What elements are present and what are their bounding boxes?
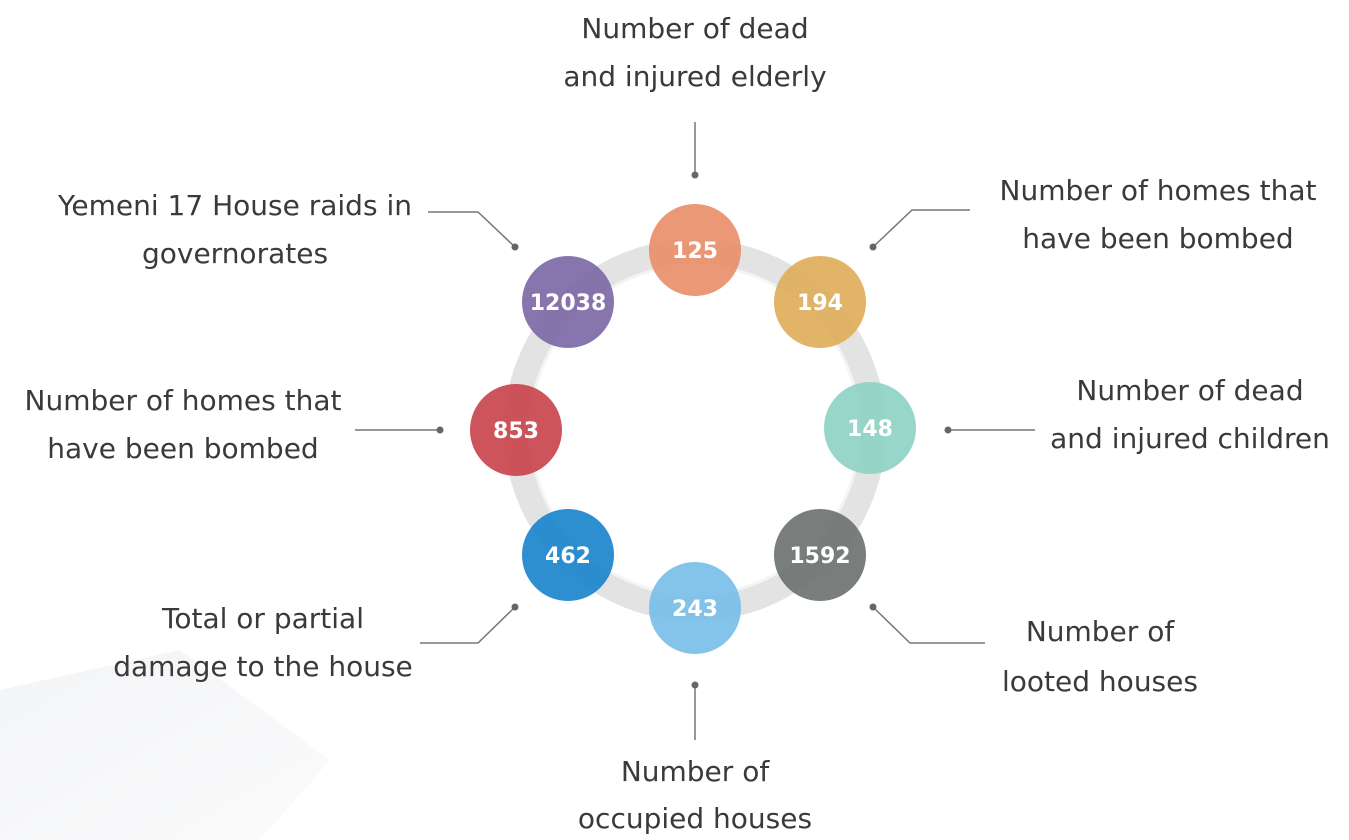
value-text: 194 bbox=[797, 291, 843, 316]
value-text: 462 bbox=[545, 544, 591, 569]
label-line: Number of bbox=[1026, 615, 1176, 648]
label-line: have been bombed bbox=[47, 432, 318, 465]
connector-dot bbox=[511, 243, 519, 251]
value-circle bbox=[470, 384, 562, 476]
value-circle bbox=[649, 204, 741, 296]
connector-dot bbox=[691, 681, 699, 689]
connector-dot bbox=[869, 603, 877, 611]
connector-dot bbox=[869, 243, 877, 251]
value-text: 243 bbox=[672, 597, 718, 622]
label-line: governorates bbox=[142, 237, 328, 270]
background-shape bbox=[0, 650, 330, 840]
label-line: and injured elderly bbox=[563, 60, 826, 93]
connector-dot bbox=[691, 171, 699, 179]
value-circle bbox=[649, 562, 741, 654]
value-text: 1592 bbox=[789, 544, 850, 569]
connector bbox=[872, 606, 985, 644]
label-line: Total or partial bbox=[161, 602, 364, 635]
nodes: 125 Number of dead and injured elderly 194 N… bbox=[25, 12, 1330, 835]
connector bbox=[872, 209, 970, 248]
value-text: 148 bbox=[847, 417, 893, 442]
value-circle bbox=[824, 382, 916, 474]
connector-dot bbox=[436, 426, 444, 434]
connector-dot bbox=[511, 603, 519, 611]
value-text: 12038 bbox=[530, 291, 607, 316]
value-circle bbox=[522, 509, 614, 601]
label-line: Number of homes that bbox=[1000, 174, 1317, 207]
value-text: 853 bbox=[493, 419, 539, 444]
label-line: damage to the house bbox=[113, 650, 413, 683]
label-line: Number of dead bbox=[581, 12, 808, 45]
value-circle bbox=[774, 509, 866, 601]
value-text: 125 bbox=[672, 239, 718, 264]
label-line: Number of dead bbox=[1076, 374, 1303, 407]
connector bbox=[428, 211, 516, 248]
label-line: Number of homes that bbox=[25, 384, 342, 417]
label-line: looted houses bbox=[1002, 665, 1198, 698]
connector bbox=[420, 606, 516, 644]
connector-dot bbox=[944, 426, 952, 434]
label-line: and injured children bbox=[1050, 422, 1330, 455]
label-line: occupied houses bbox=[578, 802, 812, 835]
label-line: Yemeni 17 House raids in bbox=[57, 189, 412, 222]
label-line: Number of bbox=[621, 755, 771, 788]
value-circle bbox=[522, 256, 614, 348]
label-line: have been bombed bbox=[1022, 222, 1293, 255]
value-circle bbox=[774, 256, 866, 348]
